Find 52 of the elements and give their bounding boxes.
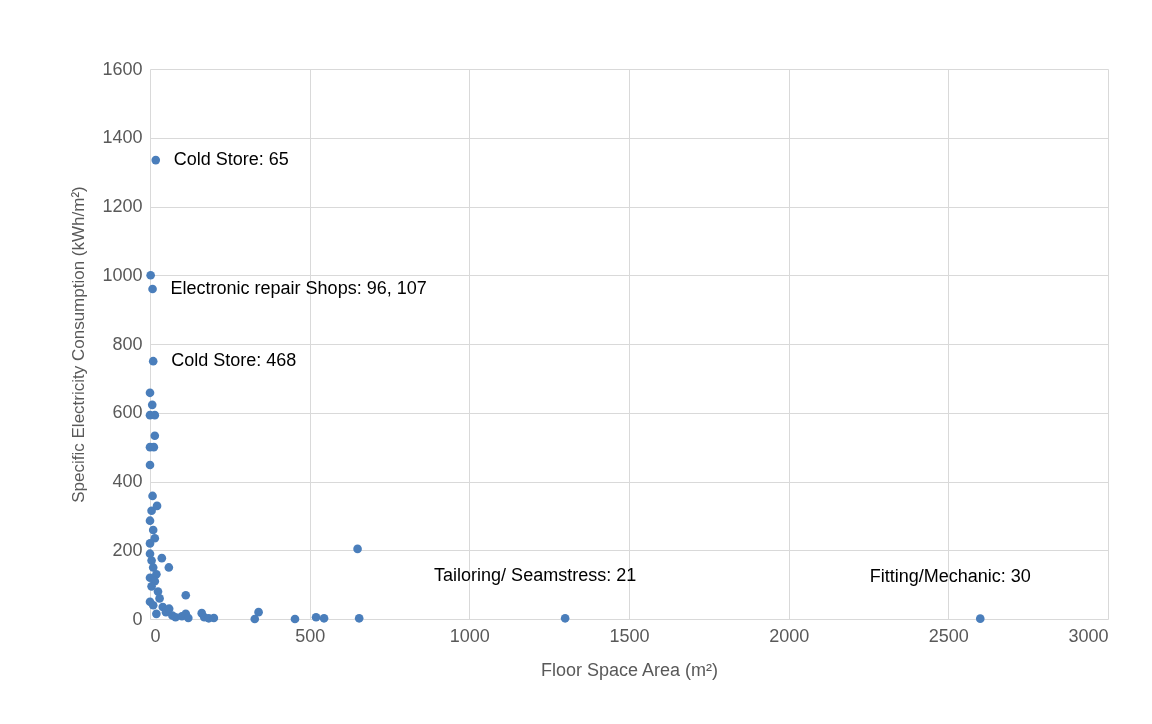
- x-axis-title: Floor Space Area (m²): [540, 659, 719, 680]
- point: [250, 614, 260, 624]
- point: [148, 356, 158, 366]
- x-tick-label: 2500: [928, 625, 969, 646]
- point: [148, 525, 158, 535]
- y-tick-label: 1600: [102, 58, 143, 79]
- x-tick-label: 500: [295, 625, 326, 646]
- point: [183, 613, 193, 623]
- point: [150, 431, 160, 441]
- point: [254, 607, 263, 617]
- point: [975, 614, 985, 623]
- point: [353, 544, 362, 554]
- point: [153, 587, 163, 596]
- point: [145, 388, 155, 398]
- y-tick-label: 200: [112, 539, 143, 560]
- annotation: Tailoring/ Seamstress: 21: [434, 565, 637, 586]
- point: [146, 270, 155, 280]
- point: [145, 539, 155, 548]
- annotation: Cold Store: 468: [171, 350, 297, 371]
- point: [147, 506, 156, 516]
- y-tick-label: 1200: [102, 196, 143, 216]
- point: [319, 613, 329, 623]
- point: [147, 400, 157, 410]
- x-tick-label: 1000: [449, 625, 490, 646]
- point: [148, 284, 157, 294]
- y-tick-label: 800: [112, 333, 143, 354]
- y-tick-label: 400: [112, 471, 143, 491]
- point: [181, 590, 191, 600]
- x-tick-label: 0: [150, 625, 161, 646]
- x-tick-label: 3000: [1068, 625, 1109, 646]
- y-tick-label: 600: [112, 402, 143, 423]
- point: [148, 563, 158, 572]
- point: [311, 612, 321, 622]
- point: [354, 613, 364, 623]
- point: [155, 594, 164, 603]
- point: [145, 516, 155, 526]
- annotation: Cold Store: 65: [173, 149, 289, 170]
- point: [148, 491, 157, 501]
- annotation: Electronic repair Shops: 96, 107: [170, 278, 427, 298]
- point: [152, 609, 161, 619]
- x-tick-label: 1500: [609, 625, 650, 646]
- y-axis-title: Specific Electricity Consumption (kWh/m²): [69, 186, 89, 503]
- annotation: Fitting/Mechanic: 30: [869, 565, 1031, 586]
- point: [157, 553, 167, 563]
- x-tick-label: 2000: [769, 625, 810, 646]
- point: [147, 582, 156, 591]
- y-tick-label: 1000: [102, 264, 143, 285]
- point: [151, 155, 161, 165]
- y-tick-label: 0: [132, 608, 143, 629]
- y-tick-label: 1400: [102, 127, 143, 148]
- point: [560, 613, 570, 623]
- point: [164, 563, 174, 572]
